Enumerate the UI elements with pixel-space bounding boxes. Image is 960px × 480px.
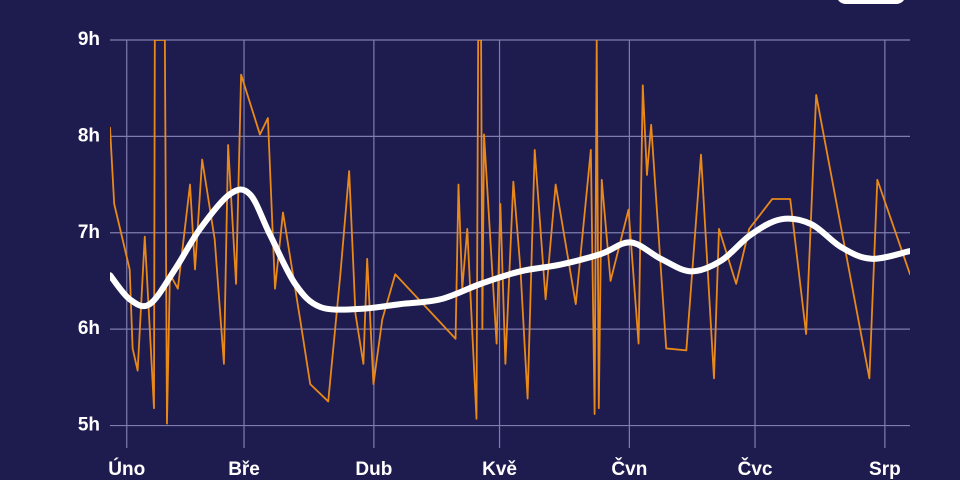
axis-labels: 5h 6h 7h 8h 9h Úno Bře Dub Kvě Čvn Čvc Srp [78, 29, 901, 480]
x-tick-label: Čvn [611, 458, 647, 480]
x-tick-label: Dub [355, 459, 392, 480]
data-line [110, 40, 910, 425]
x-tick-label: Bře [228, 459, 260, 480]
y-tick-label: 7h [78, 222, 100, 243]
x-tick-label: Kvě [482, 459, 517, 480]
x-tick-label: Srp [869, 459, 901, 480]
y-tick-label: 8h [78, 125, 100, 146]
x-tick-label: Čvc [738, 458, 773, 480]
menu-button[interactable] [836, 0, 906, 4]
grid [110, 39, 910, 448]
y-tick-label: 5h [78, 415, 100, 436]
y-tick-label: 9h [78, 29, 100, 50]
plot-area [110, 40, 910, 425]
x-tick-label: Úno [108, 458, 145, 480]
y-tick-label: 6h [78, 318, 100, 339]
trend-line [110, 186, 910, 313]
